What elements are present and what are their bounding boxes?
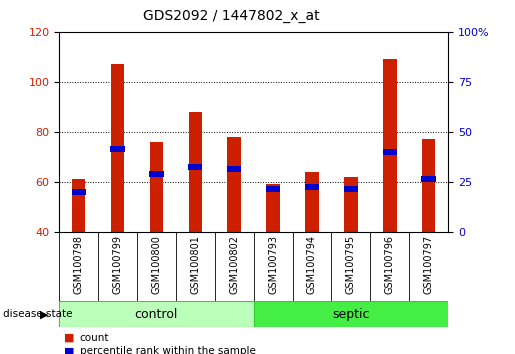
Text: GSM100798: GSM100798	[74, 235, 83, 294]
Bar	[344, 177, 357, 232]
Text: GDS2092 / 1447802_x_at: GDS2092 / 1447802_x_at	[144, 9, 320, 23]
Bar	[227, 166, 242, 172]
Text: GSM100801: GSM100801	[191, 235, 200, 294]
Text: GSM100799: GSM100799	[113, 235, 123, 294]
Bar	[266, 184, 280, 232]
Text: ■: ■	[64, 333, 75, 343]
Bar	[111, 64, 124, 232]
Text: ▶: ▶	[40, 309, 48, 319]
Bar	[59, 301, 253, 327]
Bar	[422, 139, 435, 232]
Bar	[188, 164, 202, 170]
Bar	[344, 186, 358, 193]
Bar	[72, 189, 86, 195]
Bar	[150, 142, 163, 232]
Bar	[253, 301, 448, 327]
Text: disease state: disease state	[3, 309, 72, 319]
Bar	[421, 176, 436, 183]
Text: ■: ■	[64, 346, 75, 354]
Text: GSM100795: GSM100795	[346, 235, 356, 295]
Text: percentile rank within the sample: percentile rank within the sample	[80, 346, 256, 354]
Bar	[305, 184, 319, 190]
Text: GSM100800: GSM100800	[151, 235, 161, 294]
Text: GSM100796: GSM100796	[385, 235, 394, 294]
Text: septic: septic	[332, 308, 370, 321]
Bar	[72, 179, 85, 232]
Text: GSM100797: GSM100797	[424, 235, 434, 295]
Bar	[149, 171, 164, 177]
Bar	[383, 59, 397, 232]
Text: GSM100794: GSM100794	[307, 235, 317, 294]
Text: GSM100793: GSM100793	[268, 235, 278, 294]
Text: count: count	[80, 333, 109, 343]
Bar	[228, 137, 241, 232]
Bar	[188, 112, 202, 232]
Bar	[110, 146, 125, 153]
Bar	[266, 186, 280, 193]
Bar	[305, 172, 319, 232]
Bar	[383, 149, 397, 155]
Text: control: control	[135, 308, 178, 321]
Text: GSM100802: GSM100802	[229, 235, 239, 294]
